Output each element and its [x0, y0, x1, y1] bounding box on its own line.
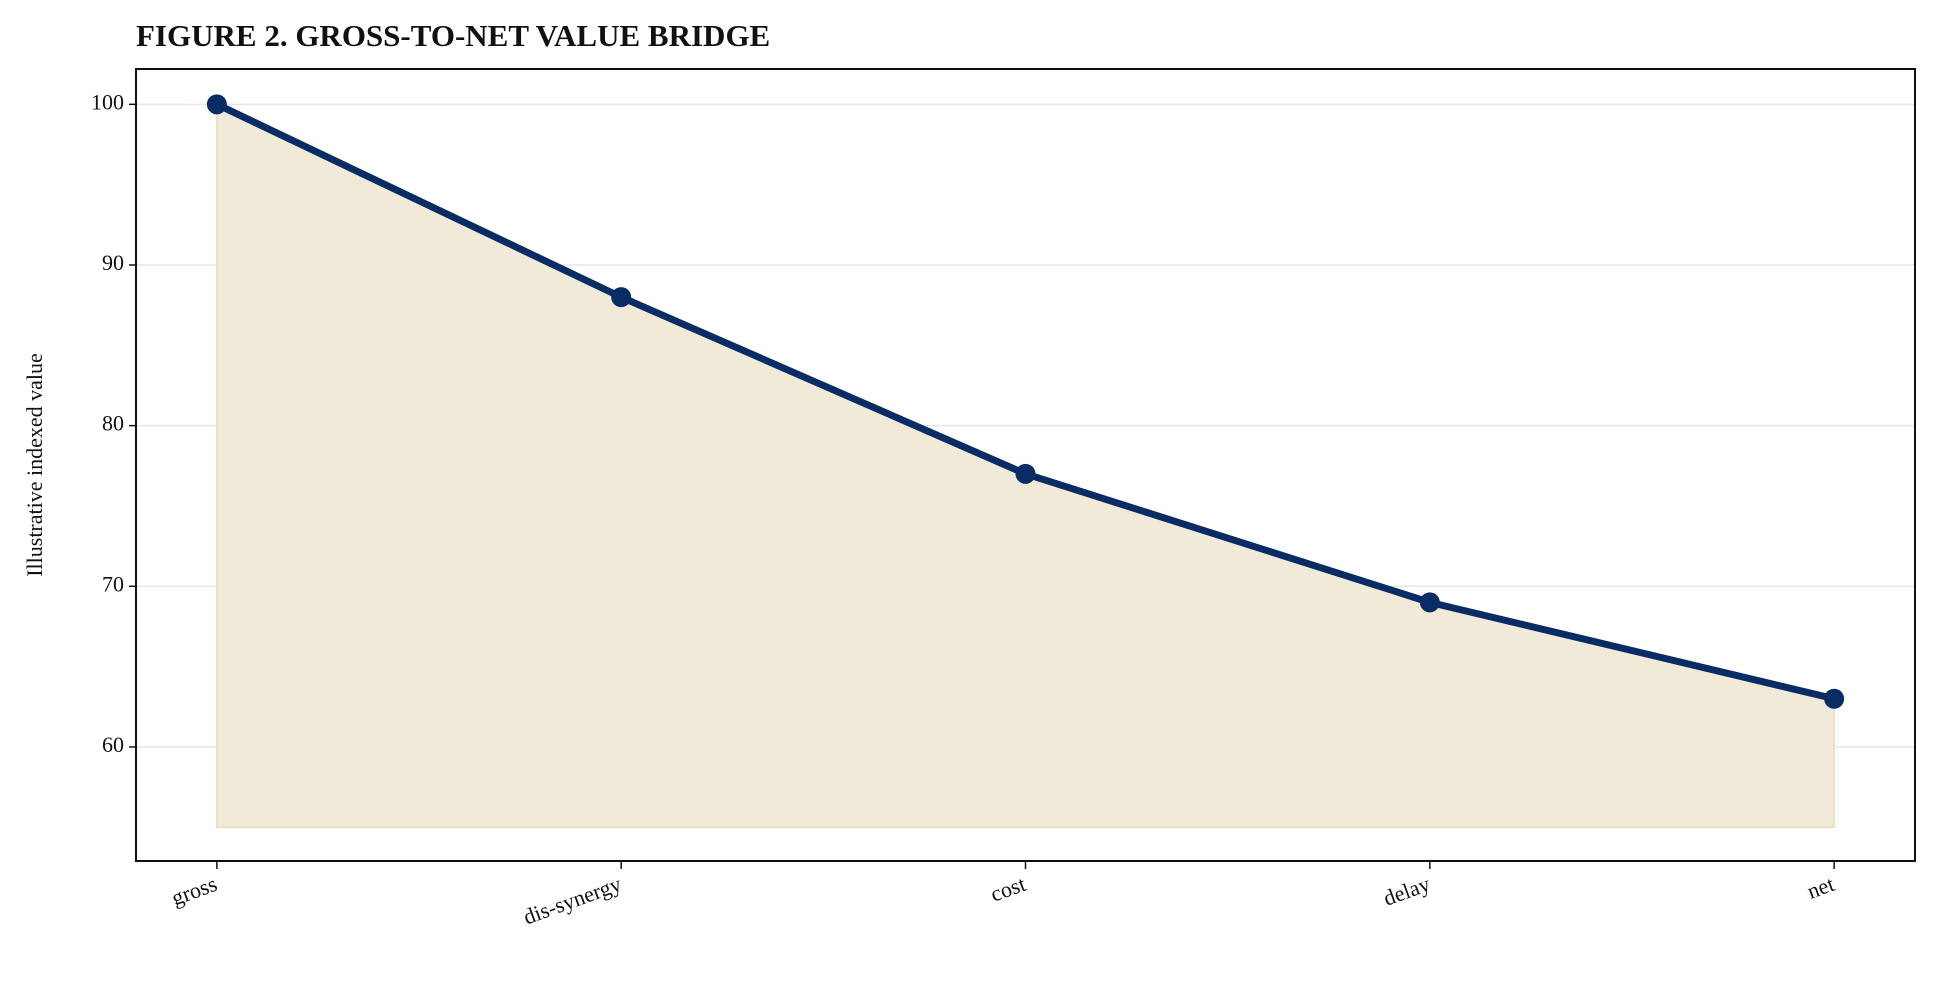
y-tick-label: 90: [102, 250, 124, 275]
x-tick-label: gross: [168, 871, 220, 910]
point: [1824, 688, 1845, 709]
x-tick-label: net: [1804, 871, 1838, 904]
x-tick-label: dis-synergy: [520, 871, 625, 929]
point: [1015, 463, 1036, 484]
y-tick-label: 100: [91, 89, 124, 114]
x-tick-label: delay: [1380, 871, 1433, 911]
y-axis-label: Illustrative indexed value: [22, 353, 47, 577]
point: [206, 94, 227, 115]
point: [611, 287, 632, 308]
y-tick-label: 70: [102, 571, 124, 596]
x-tick-label: cost: [987, 871, 1029, 907]
chart-title: FIGURE 2. GROSS-TO-NET VALUE BRIDGE: [136, 18, 770, 53]
y-tick-label: 60: [102, 732, 124, 757]
point: [1419, 592, 1440, 613]
y-tick-label: 80: [102, 411, 124, 436]
